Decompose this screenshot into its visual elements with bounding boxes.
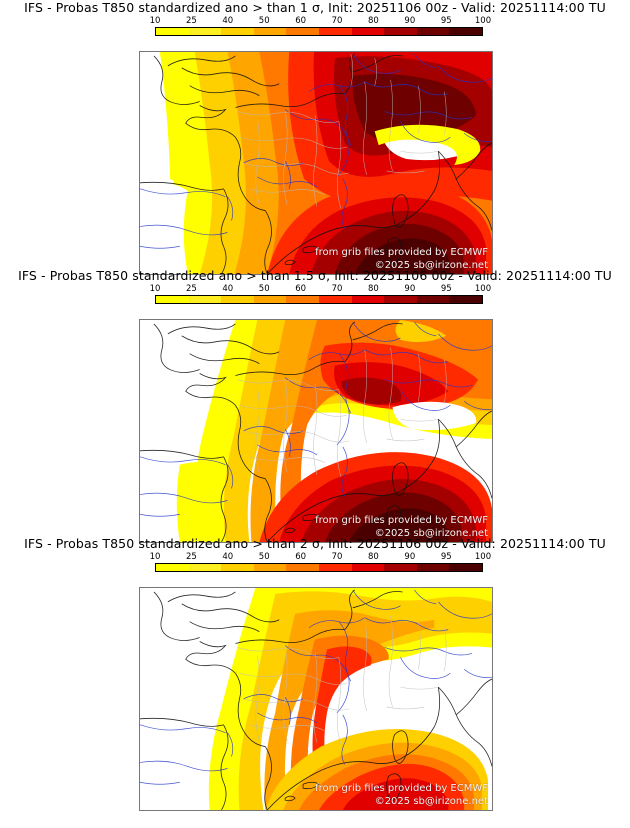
colorbar-band xyxy=(318,296,352,303)
colorbar-tick: 90 xyxy=(404,16,416,26)
colorbar-band xyxy=(416,296,450,303)
colorbar-band xyxy=(384,564,417,571)
colorbar-band xyxy=(188,564,222,571)
probability-map-2sigma[interactable]: from grib files provided by ECMWF ©2025 … xyxy=(139,587,493,811)
colorbar-tick: 50 xyxy=(258,552,270,562)
colorbar-band xyxy=(156,28,189,35)
colorbar-tick: 60 xyxy=(295,552,307,562)
colorbar-tick: 70 xyxy=(331,16,343,26)
colorbar-2sigma: 10 25 40 50 60 70 80 90 95 100 xyxy=(150,552,492,574)
colorbar-tick: 10 xyxy=(149,552,161,562)
colorbar-band xyxy=(449,28,482,35)
colorbar-tick: 40 xyxy=(222,552,234,562)
colorbar-tick: 95 xyxy=(440,284,452,294)
colorbar-tick: 60 xyxy=(295,16,307,26)
colorbar-band xyxy=(221,28,254,35)
colorbar-gradient xyxy=(155,563,483,572)
probability-map-15sigma[interactable]: from grib files provided by ECMWF ©2025 … xyxy=(139,319,493,543)
page-title: IFS - Probas T850 standardized ano > tha… xyxy=(18,268,612,283)
colorbar-band xyxy=(318,28,352,35)
colorbar-tick: 70 xyxy=(331,284,343,294)
colorbar-band xyxy=(351,296,385,303)
colorbar-tick: 100 xyxy=(474,552,492,562)
colorbar-band xyxy=(416,564,450,571)
colorbar-band xyxy=(286,564,319,571)
page-title: IFS - Probas T850 standardized ano > tha… xyxy=(24,0,606,15)
colorbar-tick: 25 xyxy=(185,552,197,562)
colorbar-tick: 50 xyxy=(258,284,270,294)
probability-map-1sigma[interactable]: from grib files provided by ECMWF ©2025 … xyxy=(139,51,493,275)
colorbar-tick: 50 xyxy=(258,16,270,26)
colorbar-tick: 25 xyxy=(185,16,197,26)
colorbar-tick: 95 xyxy=(440,16,452,26)
colorbar-band xyxy=(351,564,385,571)
colorbar-band xyxy=(449,564,482,571)
forecast-panel-15sigma: IFS - Probas T850 standardized ano > tha… xyxy=(0,268,630,543)
colorbar-15sigma: 10 25 40 50 60 70 80 90 95 100 xyxy=(150,284,492,306)
colorbar-band xyxy=(351,28,385,35)
colorbar-gradient xyxy=(155,295,483,304)
colorbar-ticks: 10 25 40 50 60 70 80 90 95 100 xyxy=(150,16,492,27)
colorbar-tick: 10 xyxy=(149,16,161,26)
colorbar-ticks: 10 25 40 50 60 70 80 90 95 100 xyxy=(150,284,492,295)
colorbar-band xyxy=(286,296,319,303)
colorbar-band xyxy=(416,28,450,35)
forecast-panel-1sigma: IFS - Probas T850 standardized ano > tha… xyxy=(0,0,630,275)
colorbar-tick: 90 xyxy=(404,552,416,562)
colorbar-gradient xyxy=(155,27,483,36)
colorbar-band xyxy=(253,564,287,571)
colorbar-tick: 95 xyxy=(440,552,452,562)
colorbar-tick: 40 xyxy=(222,284,234,294)
colorbar-tick: 80 xyxy=(368,16,379,26)
colorbar-band xyxy=(188,296,222,303)
colorbar-band xyxy=(384,296,417,303)
colorbar-band xyxy=(156,296,189,303)
colorbar-band xyxy=(253,296,287,303)
colorbar-tick: 90 xyxy=(404,284,416,294)
colorbar-tick: 100 xyxy=(474,284,492,294)
colorbar-band xyxy=(384,28,417,35)
colorbar-tick: 80 xyxy=(368,552,379,562)
colorbar-band xyxy=(318,564,352,571)
colorbar-band xyxy=(253,28,287,35)
colorbar-band xyxy=(221,296,254,303)
colorbar-tick: 10 xyxy=(149,284,161,294)
colorbar-tick: 80 xyxy=(368,284,379,294)
page-title: IFS - Probas T850 standardized ano > tha… xyxy=(24,536,606,551)
colorbar-band xyxy=(221,564,254,571)
colorbar-band xyxy=(449,296,482,303)
colorbar-tick: 100 xyxy=(474,16,492,26)
colorbar-1sigma: 10 25 40 50 60 70 80 90 95 100 xyxy=(150,16,492,38)
colorbar-ticks: 10 25 40 50 60 70 80 90 95 100 xyxy=(150,552,492,563)
forecast-panel-2sigma: IFS - Probas T850 standardized ano > tha… xyxy=(0,536,630,811)
colorbar-tick: 60 xyxy=(295,284,307,294)
colorbar-tick: 70 xyxy=(331,552,343,562)
colorbar-tick: 25 xyxy=(185,284,197,294)
colorbar-tick: 40 xyxy=(222,16,234,26)
colorbar-band xyxy=(156,564,189,571)
colorbar-band xyxy=(188,28,222,35)
colorbar-band xyxy=(286,28,319,35)
